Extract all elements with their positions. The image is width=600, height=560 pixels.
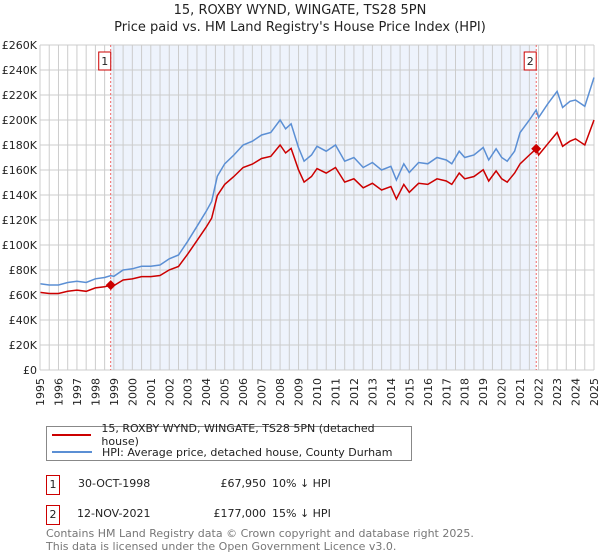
- x-tick-label: 2015: [403, 378, 416, 406]
- x-tick-label: 2009: [293, 378, 306, 406]
- legend-blue-line: [52, 451, 92, 453]
- y-tick-label: £120K: [2, 214, 38, 227]
- x-tick-label: 1997: [71, 378, 84, 406]
- x-tick-label: 2008: [274, 378, 287, 406]
- x-tick-label: 2010: [311, 378, 324, 406]
- legend-red-line: [52, 434, 92, 436]
- y-tick-label: £100K: [2, 239, 38, 252]
- x-tick-label: 2022: [533, 378, 546, 406]
- transaction-hpi-diff: 10% ↓ HPI: [272, 477, 331, 490]
- x-tick-label: 2021: [514, 378, 527, 406]
- y-tick-label: £40K: [9, 314, 38, 327]
- x-tick-label: 2003: [182, 378, 195, 406]
- y-tick-label: £0: [23, 364, 37, 377]
- footer: Contains HM Land Registry data © Crown c…: [46, 527, 474, 553]
- chart-title: 15, ROXBY WYND, WINGATE, TS28 5PN: [173, 3, 427, 18]
- x-tick-label: 2002: [163, 378, 176, 406]
- property-price-line: [39, 119, 595, 295]
- x-tick-label: 2014: [385, 378, 398, 406]
- chart-subtitle: Price paid vs. HM Land Registry's House …: [114, 20, 486, 35]
- x-tick-label: 2011: [329, 378, 342, 406]
- legend-hpi-label: HPI: Average price, detached house, Coun…: [102, 445, 393, 459]
- transaction-date: 30-OCT-1998: [78, 477, 151, 490]
- x-tick-label: 2000: [126, 378, 139, 406]
- x-tick-label: 1998: [89, 378, 102, 406]
- y-tick-label: £200K: [2, 114, 38, 127]
- y-tick-label: £180K: [2, 139, 38, 152]
- x-tick-label: 1999: [108, 378, 121, 406]
- x-tick-label: 2013: [366, 378, 379, 406]
- transaction-hpi-diff: 15% ↓ HPI: [272, 507, 331, 520]
- legend-item-hpi: HPI: Average price, detached house, Coun…: [52, 444, 393, 460]
- x-tick-label: 1995: [34, 378, 47, 406]
- shaded-period: [110, 45, 537, 370]
- sale-point-marker: [531, 143, 542, 154]
- sale-label-box: [98, 51, 112, 71]
- transaction-badge: 2: [46, 505, 60, 525]
- transaction-price: £67,950: [220, 477, 267, 490]
- x-tick-label: 1996: [52, 378, 65, 406]
- hpi-line: [39, 77, 595, 286]
- y-tick-label: £20K: [9, 339, 38, 352]
- x-tick-label: 2017: [440, 378, 453, 406]
- y-tick-label: £140K: [2, 189, 38, 202]
- y-tick-label: £240K: [2, 64, 38, 77]
- x-tick-label: 2025: [588, 378, 600, 406]
- x-tick-label: 2019: [477, 378, 490, 406]
- x-tick-label: 2006: [237, 378, 250, 406]
- transaction-date: 12-NOV-2021: [77, 507, 151, 520]
- x-tick-label: 2004: [200, 378, 213, 406]
- transaction-price: £177,000: [213, 507, 267, 520]
- price-chart: £0 £20K £40K £60K £80K £100K £120K £140K £160K £1…: [2, 39, 600, 406]
- footer-copyright: Contains HM Land Registry data © Crown c…: [46, 527, 474, 540]
- x-tick-label: 2023: [551, 378, 564, 406]
- sale-label-box: [523, 51, 537, 71]
- y-tick-label: £220K: [2, 89, 38, 102]
- x-tick-label: 2018: [459, 378, 472, 406]
- y-tick-label: £160K: [2, 164, 38, 177]
- x-tick-label: 2005: [219, 378, 232, 406]
- x-tick-label: 2007: [256, 378, 269, 406]
- transaction-badge: 1: [46, 475, 60, 495]
- sale-point-marker: [105, 280, 116, 291]
- sale-label: 2: [527, 55, 534, 68]
- y-tick-label: £80K: [9, 264, 38, 277]
- sale-label: 1: [101, 55, 108, 68]
- x-tick-label: 2001: [145, 378, 158, 406]
- x-tick-label: 2012: [348, 378, 361, 406]
- legend: 15, ROXBY WYND, WINGATE, TS28 5PN (detac…: [46, 422, 412, 461]
- x-tick-label: 2020: [496, 378, 509, 406]
- x-tick-label: 2016: [422, 378, 435, 406]
- y-tick-label: £60K: [9, 289, 38, 302]
- legend-item-property: 15, ROXBY WYND, WINGATE, TS28 5PN (detac…: [52, 422, 411, 448]
- footer-licence: This data is licensed under the Open Gov…: [46, 540, 397, 553]
- legend-property-label: 15, ROXBY WYND, WINGATE, TS28 5PN (detac…: [101, 422, 375, 448]
- x-tick-label: 2024: [570, 378, 583, 406]
- y-tick-label: £260K: [2, 39, 38, 52]
